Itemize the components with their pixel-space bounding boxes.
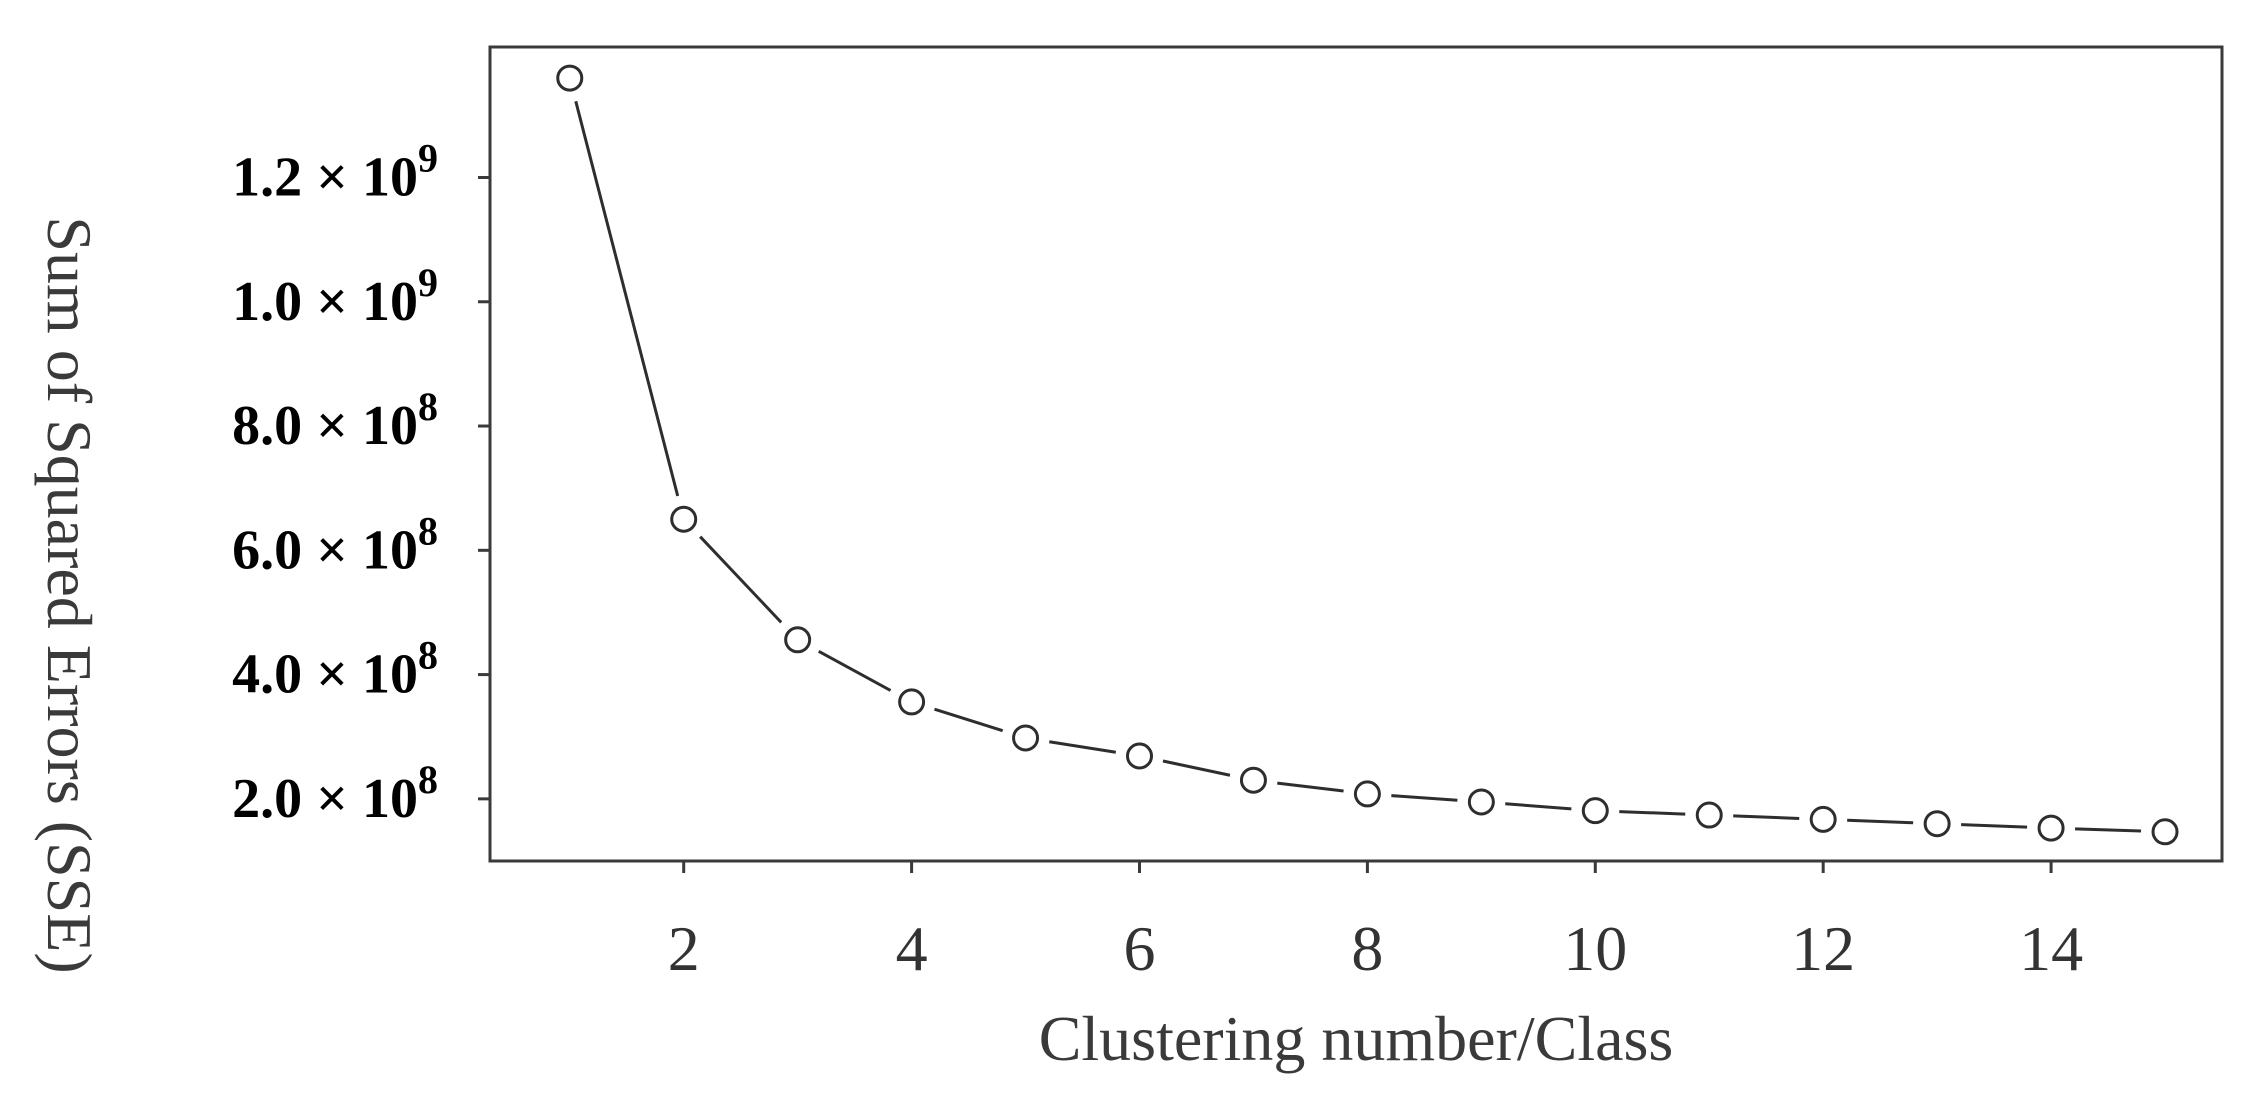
y-tick-exponent: 9 (418, 135, 438, 180)
y-tick-label: 2.0 × 108 (232, 757, 438, 830)
x-axis-title: Clustering number/Class (1039, 1003, 1674, 1074)
series-line (574, 100, 2142, 833)
series-line-segment (1049, 740, 1117, 754)
y-tick-exponent: 9 (418, 260, 438, 305)
data-point (1467, 788, 1495, 816)
data-point (1239, 766, 1267, 794)
series-line-segment (1847, 818, 1914, 825)
y-tick-label: 4.0 × 108 (232, 633, 438, 706)
data-point (1581, 797, 1609, 825)
data-point (898, 688, 926, 716)
series-line-segment (699, 535, 783, 624)
data-point (2151, 818, 2179, 846)
data-point (1126, 742, 1153, 770)
data-point (784, 626, 812, 654)
x-tick-label: 8 (1351, 913, 1383, 984)
series-line-segment (1619, 810, 1686, 816)
y-tick-label: 8.0 × 108 (232, 384, 438, 457)
y-tick-exponent: 8 (418, 757, 438, 802)
y-tick-label: 1.2 × 109 (232, 135, 438, 208)
y-tick-mantissa: 4.0 × 10 (232, 644, 418, 706)
series-markers (556, 64, 2179, 846)
x-axis-ticks: 2 4 6 8 10 12 14 (668, 861, 2083, 984)
y-tick-mantissa: 8.0 × 10 (232, 395, 418, 457)
data-point (2037, 814, 2065, 842)
series-line-segment (1162, 759, 1231, 777)
y-tick-exponent: 8 (418, 633, 438, 678)
series-line-segment (574, 100, 680, 497)
plot-frame (488, 45, 2224, 863)
series-line-segment (1505, 802, 1572, 811)
y-tick-mantissa: 1.2 × 10 (232, 146, 418, 208)
data-point (1353, 780, 1381, 808)
series-line-segment (1961, 823, 2028, 829)
data-point (1923, 810, 1951, 838)
x-tick-label: 10 (1563, 913, 1627, 984)
y-tick-exponent: 8 (418, 384, 438, 429)
data-point (1809, 805, 1837, 833)
y-axis-title: Sum of Squared Errors (SSE) (34, 216, 105, 973)
x-tick-label: 4 (896, 913, 928, 984)
series-line-segment (818, 649, 892, 692)
data-point (670, 505, 698, 533)
series-line-segment (934, 707, 1004, 733)
y-tick-mantissa: 6.0 × 10 (232, 519, 418, 581)
x-tick-label: 12 (1791, 913, 1855, 984)
y-tick-label: 6.0 × 108 (232, 508, 438, 581)
series-line-segment (1391, 794, 1458, 802)
series-line-segment (1277, 781, 1344, 793)
x-tick-label: 6 (1124, 913, 1156, 984)
y-tick-mantissa: 2.0 × 10 (232, 768, 418, 830)
series-line-segment (1733, 814, 1800, 820)
data-point (1695, 801, 1723, 829)
y-tick-mantissa: 1.0 × 10 (232, 271, 418, 333)
data-point (556, 64, 584, 92)
x-tick-label: 2 (668, 913, 700, 984)
x-tick-label: 14 (2019, 913, 2083, 984)
y-tick-exponent: 8 (418, 508, 438, 553)
series-line-segment (2075, 827, 2142, 833)
data-point (1012, 724, 1040, 752)
y-tick-label: 1.0 × 109 (232, 260, 438, 333)
